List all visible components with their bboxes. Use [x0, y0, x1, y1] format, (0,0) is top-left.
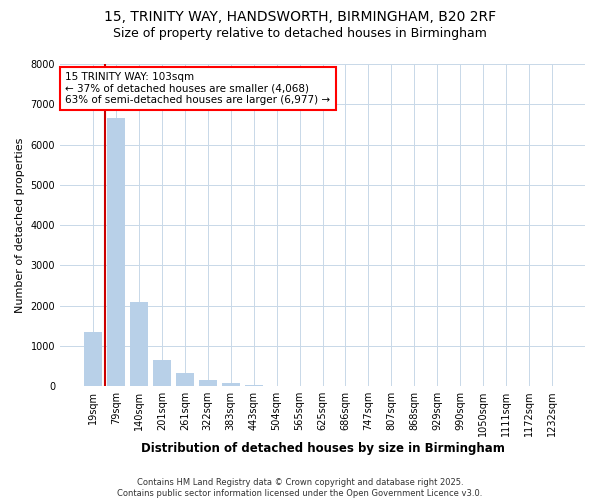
Bar [153, 360, 171, 386]
Text: Size of property relative to detached houses in Birmingham: Size of property relative to detached ho… [113, 28, 487, 40]
Bar [245, 385, 263, 386]
Text: 15 TRINITY WAY: 103sqm
← 37% of detached houses are smaller (4,068)
63% of semi-: 15 TRINITY WAY: 103sqm ← 37% of detached… [65, 72, 331, 106]
Bar [199, 380, 217, 386]
Bar [221, 383, 240, 386]
Bar [130, 302, 148, 386]
Bar [176, 373, 194, 386]
Bar [107, 118, 125, 386]
Text: 15, TRINITY WAY, HANDSWORTH, BIRMINGHAM, B20 2RF: 15, TRINITY WAY, HANDSWORTH, BIRMINGHAM,… [104, 10, 496, 24]
X-axis label: Distribution of detached houses by size in Birmingham: Distribution of detached houses by size … [140, 442, 505, 455]
Y-axis label: Number of detached properties: Number of detached properties [15, 138, 25, 312]
Bar [84, 332, 102, 386]
Text: Contains HM Land Registry data © Crown copyright and database right 2025.
Contai: Contains HM Land Registry data © Crown c… [118, 478, 482, 498]
